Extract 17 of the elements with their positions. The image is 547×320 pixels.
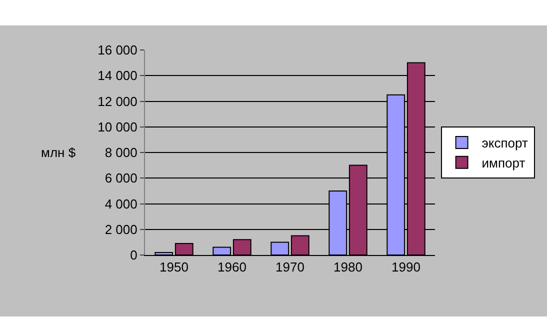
x-tick-label: 1980	[334, 260, 362, 275]
y-axis-title: млн $	[41, 145, 76, 160]
y-tick-label: 0	[130, 248, 138, 263]
y-tick-label: 16 000	[98, 42, 138, 58]
y-tick-label: 6 000	[104, 170, 138, 186]
x-tick-label: 1960	[218, 260, 246, 275]
y-tick-label: 10 000	[98, 119, 138, 134]
legend-label: экспорт	[482, 136, 528, 151]
y-tick-label: 4 000	[104, 196, 138, 212]
y-tick-label: 8 000	[104, 145, 138, 160]
y-tick-label: 12 000	[98, 94, 138, 109]
x-tick-label: 1970	[276, 260, 304, 275]
legend-label: импорт	[482, 155, 526, 170]
y-tick-label: 14 000	[98, 68, 138, 84]
y-tick-label: 2 000	[104, 222, 138, 237]
x-tick-label: 1990	[392, 260, 420, 275]
x-tick-label: 1950	[160, 260, 188, 275]
